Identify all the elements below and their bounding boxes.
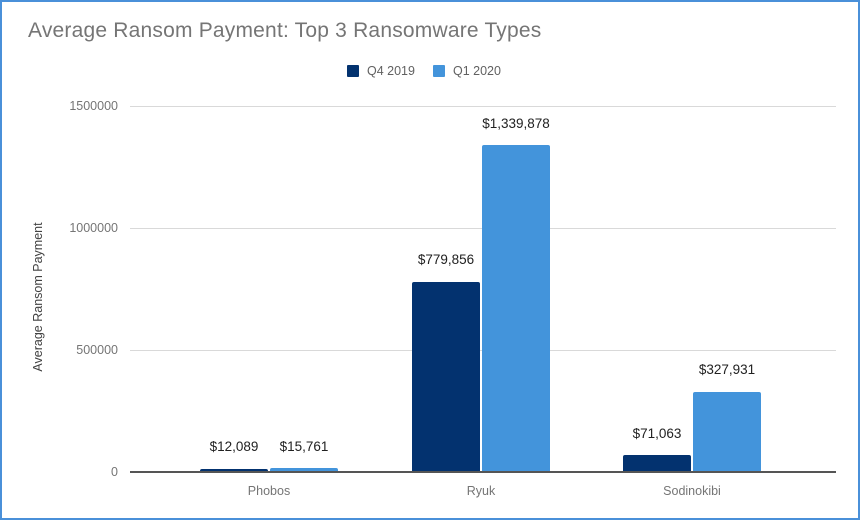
chart-legend: Q4 2019 Q1 2020 [347,64,511,78]
bar-ryuk-q1-2020[interactable] [482,145,550,472]
bar-ryuk-q4-2019[interactable] [412,282,480,472]
x-tick-sodinokibi: Sodinokibi [663,484,721,498]
legend-swatch-q1-2020 [432,65,445,77]
y-tick: 1500000 [69,99,118,113]
bar-label: $327,931 [698,362,756,377]
x-tick-ryuk: Ryuk [466,484,496,498]
bar-sodinokibi-q4-2019[interactable] [623,455,691,472]
bar-phobos-q1-2020[interactable] [270,468,338,472]
legend-item-q1-2020[interactable]: Q1 2020 [432,64,501,78]
bar-label: $1,339,878 [482,116,550,131]
bar-label: $15,761 [279,439,329,454]
gridline [130,106,836,107]
x-tick-phobos: Phobos [247,484,291,498]
y-tick: 1000000 [69,221,118,235]
bar-phobos-q4-2019[interactable] [200,469,268,472]
legend-item-q4-2019[interactable]: Q4 2019 [347,64,415,78]
legend-label: Q1 2020 [452,64,501,78]
legend-label: Q4 2019 [367,64,415,78]
bar-label: $12,089 [209,439,259,454]
bar-sodinokibi-q1-2020[interactable] [693,392,761,472]
y-tick: 500000 [76,343,118,357]
chart-title: Average Ransom Payment: Top 3 Ransomware… [28,19,542,42]
legend-swatch-q4-2019 [347,65,359,77]
y-tick: 0 [111,465,118,479]
bar-label: $779,856 [417,252,475,267]
x-axis-line [130,471,836,473]
y-axis-label: Average Ransom Payment [31,222,45,372]
bar-label: $71,063 [632,426,682,441]
